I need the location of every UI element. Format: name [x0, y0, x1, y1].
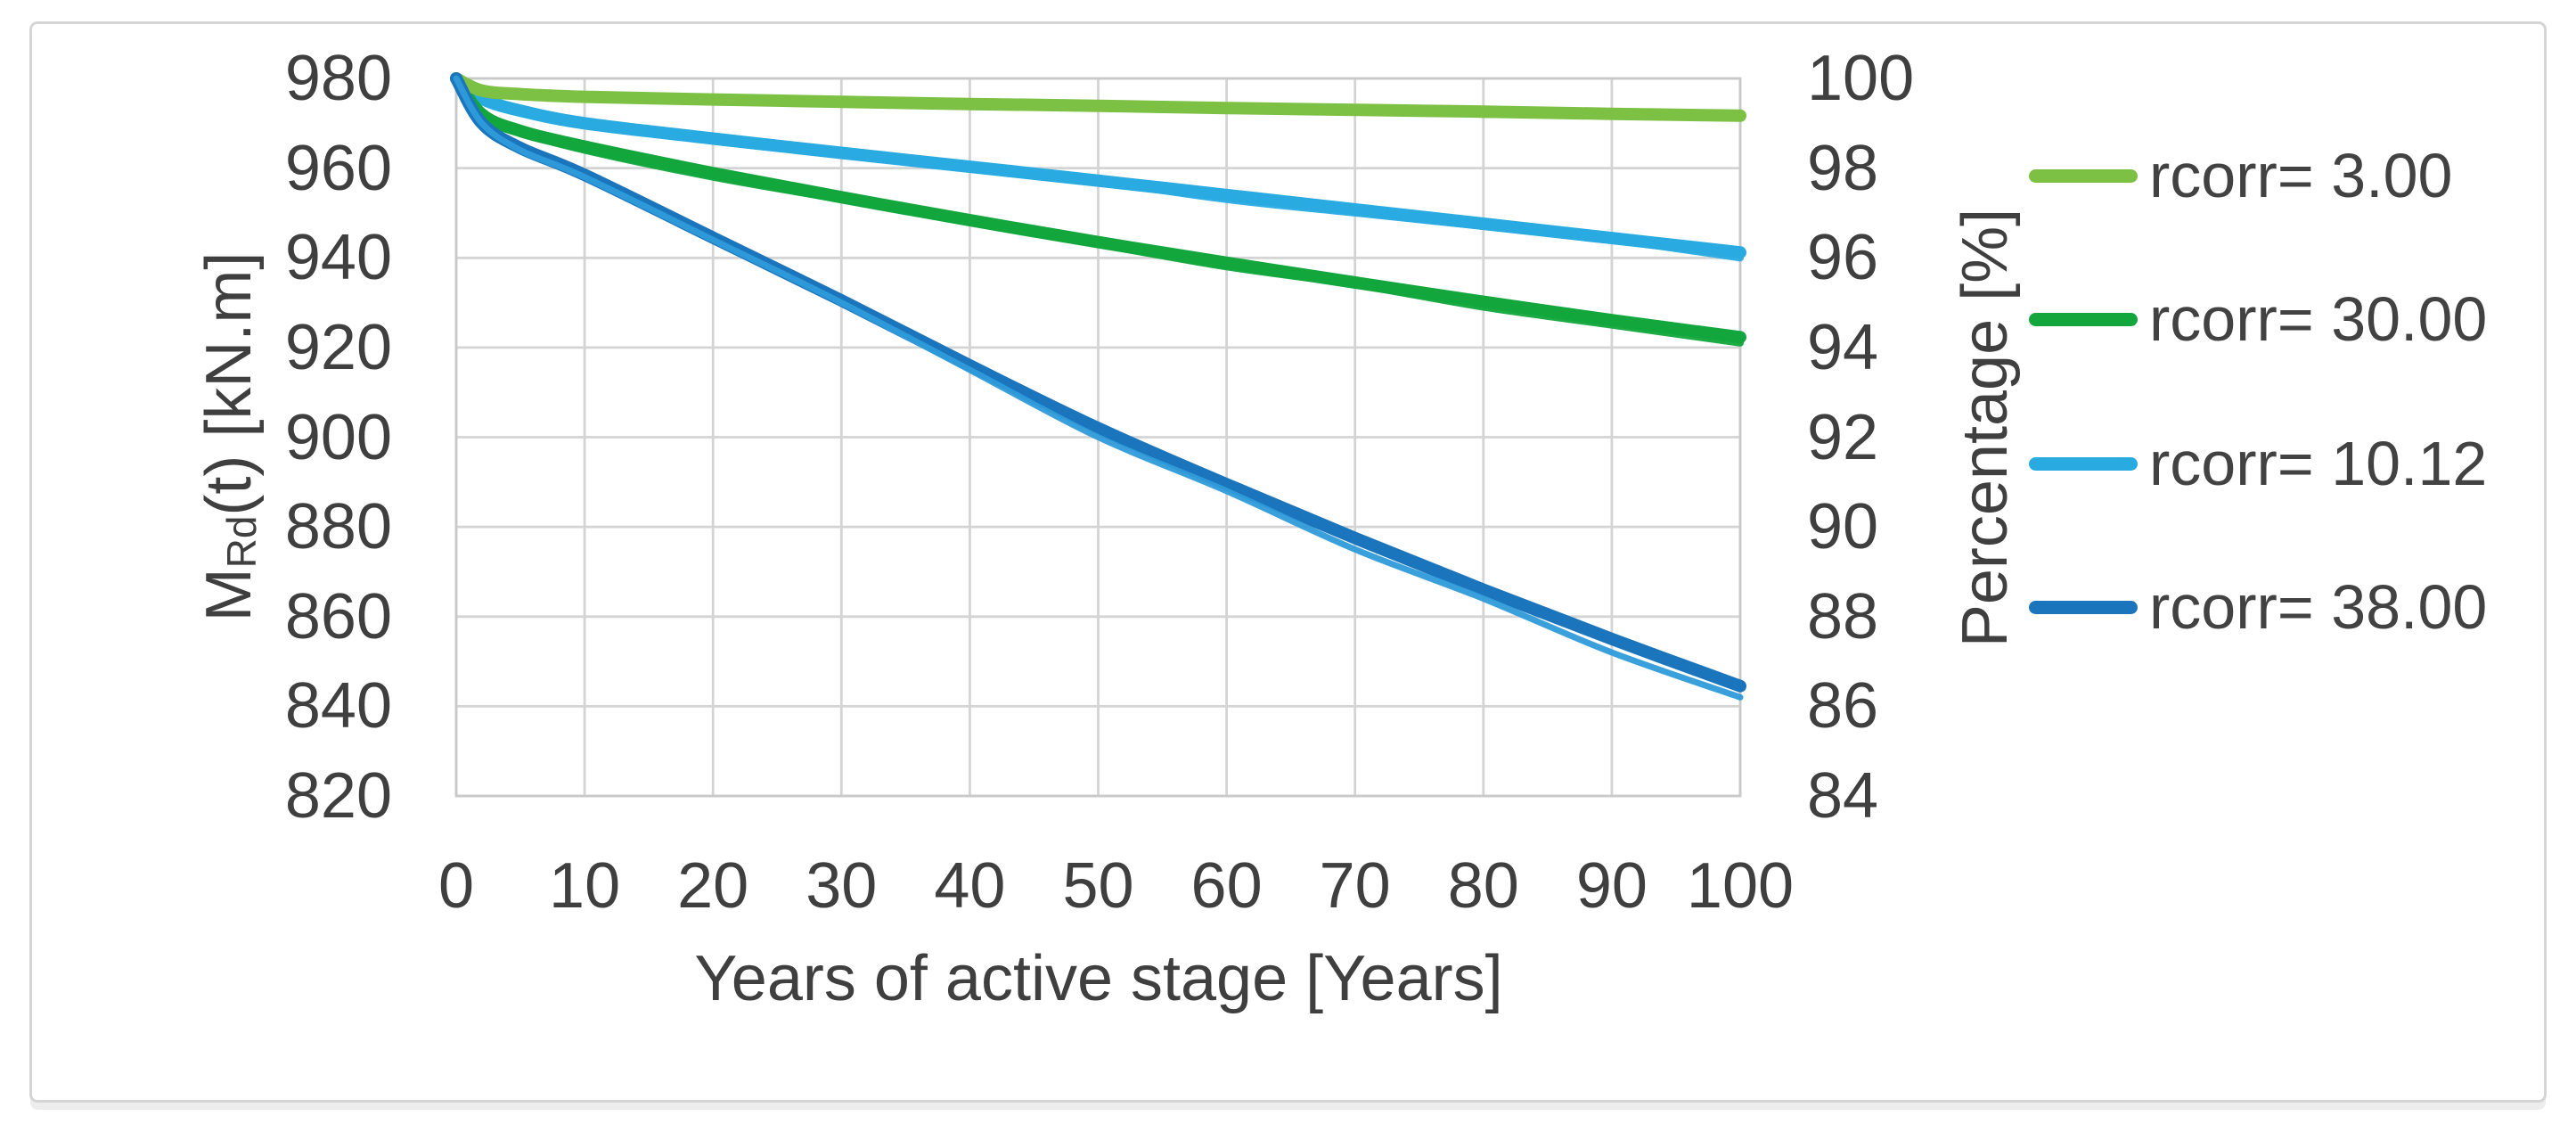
x-tick-label: 70	[1319, 850, 1391, 922]
x-tick-label: 10	[549, 850, 621, 922]
x-tick-label: 30	[806, 850, 878, 922]
y-right-tick-label: 98	[1807, 132, 1879, 204]
y-right-tick-label: 88	[1807, 580, 1879, 652]
y-left-tick-label: 860	[284, 580, 392, 652]
series-line-rcorr-3.00-percent	[453, 75, 1744, 119]
legend-item-label: rcorr= 3.00	[2149, 141, 2453, 210]
legend-item-label: rcorr= 38.00	[2149, 572, 2488, 642]
series-group-rcorr-30.00	[450, 72, 1746, 347]
y-right-tick-label: 100	[1807, 43, 1915, 114]
series-group-rcorr-3.00	[450, 72, 1746, 122]
y-axis-left-title-tail: (t) [kN.m]	[193, 251, 265, 516]
y-right-tick-label: 86	[1807, 670, 1879, 742]
y-right-tick-label: 94	[1807, 311, 1879, 383]
y-right-tick-label: 92	[1807, 401, 1879, 473]
y-right-tick-label: 90	[1807, 491, 1879, 563]
plot-border	[454, 77, 1742, 798]
x-tick-label: 100	[1686, 850, 1795, 922]
y-left-tick-label: 920	[284, 311, 392, 383]
y-right-tick-label: 84	[1807, 760, 1879, 832]
legend-swatch-line	[2029, 600, 2138, 614]
y-right-tick-label: 96	[1807, 222, 1879, 294]
x-tick-label: 20	[677, 850, 749, 922]
y-left-tick-label: 980	[284, 43, 392, 114]
legend-swatch-line	[2029, 312, 2138, 326]
series-line-rcorr-38.00-percent	[453, 75, 1744, 701]
legend-swatch-line	[2029, 168, 2138, 183]
y-left-tick-label: 940	[284, 222, 392, 294]
x-tick-label: 40	[934, 850, 1006, 922]
legend-item-label: rcorr= 30.00	[2149, 284, 2488, 354]
series-group-rcorr-38.00	[450, 72, 1746, 701]
series-group-rcorr-10.12	[450, 72, 1746, 262]
legend-item: rcorr= 10.12	[2029, 432, 2487, 495]
y-left-tick-label: 900	[284, 401, 392, 473]
series-line-rcorr-30.00-percent	[453, 75, 1744, 347]
legend-item: rcorr= 3.00	[2029, 144, 2452, 207]
y-left-tick-label: 820	[284, 760, 392, 832]
legend-item-label: rcorr= 10.12	[2149, 429, 2488, 498]
x-tick-label: 90	[1575, 850, 1648, 922]
x-tick-label: 60	[1190, 850, 1263, 922]
legend-swatch-line	[2029, 456, 2138, 471]
y-left-tick-label: 960	[284, 132, 392, 204]
x-axis-title: Years of active stage [Years]	[694, 943, 1503, 1014]
x-tick-label: 50	[1062, 850, 1134, 922]
x-tick-label: 0	[438, 850, 475, 922]
legend-item: rcorr= 30.00	[2029, 288, 2487, 350]
legend-item: rcorr= 38.00	[2029, 576, 2487, 638]
y-left-tick-label: 840	[284, 670, 392, 742]
series-line-rcorr-10.12-percent	[453, 75, 1744, 262]
y-left-tick-label: 880	[284, 491, 392, 563]
x-tick-label: 80	[1447, 850, 1519, 922]
y-axis-right-title: Percentage [%]	[1950, 208, 2021, 648]
